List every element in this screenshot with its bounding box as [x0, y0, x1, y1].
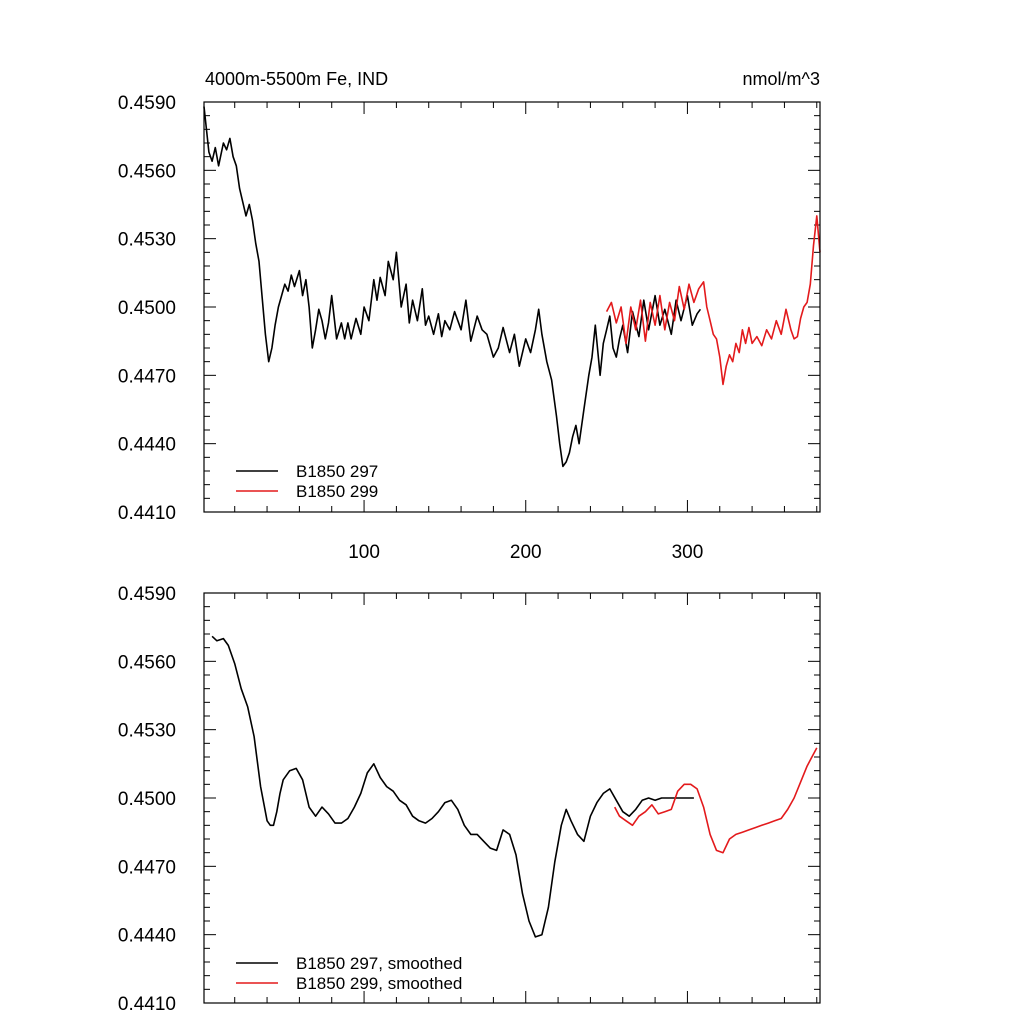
legend-label-b1850-297: B1850 297: [296, 462, 378, 481]
top-series-line-1: [605, 215, 821, 386]
top-ytick-label-4: 0.4470: [118, 366, 176, 387]
bottom-ytick-label-0: 0.4590: [118, 584, 176, 605]
top-xtick-label-1: 200: [510, 542, 542, 563]
top-panel-title: 4000m-5500m Fe, IND: [205, 69, 388, 89]
bottom-panel: 0.4590 0.4560 0.4530 0.4500 0.4470 0.4440 0.44…: [118, 584, 821, 1015]
bottom-panel-legend: B1850 297, smoothed B1850 299, smoothed: [236, 954, 462, 993]
top-panel-x-tick-labels: 100 200 300: [348, 542, 703, 563]
top-panel: 4000m-5500m Fe, IND nmol/m^3 0.4590 0.456…: [118, 69, 821, 563]
bottom-series-line-1: [613, 747, 818, 854]
bottom-panel-y-tick-labels: 0.4590 0.4560 0.4530 0.4500 0.4470 0.4440 0.44…: [118, 584, 176, 1015]
bottom-ytick-label-1: 0.4560: [118, 652, 176, 673]
top-ytick-label-6: 0.4410: [118, 503, 176, 524]
top-xtick-label-2: 300: [672, 542, 704, 563]
bottom-ytick-label-4: 0.4470: [118, 857, 176, 878]
top-ytick-label-5: 0.4440: [118, 435, 176, 456]
bottom-panel-frame: [203, 592, 821, 1004]
bottom-ytick-label-6: 0.4410: [118, 994, 176, 1015]
top-panel-ticks: [204, 101, 820, 513]
bottom-ytick-label-2: 0.4530: [118, 721, 176, 742]
top-panel-series: [203, 106, 821, 468]
top-series-line-0: [203, 106, 702, 468]
legend-label-b1850-299: B1850 299: [296, 482, 378, 501]
top-ytick-label-1: 0.4560: [118, 161, 176, 182]
bottom-ytick-label-3: 0.4500: [118, 789, 176, 810]
top-panel-legend: B1850 297 B1850 299: [236, 462, 378, 501]
top-panel-y-tick-labels: 0.4590 0.4560 0.4530 0.4500 0.4470 0.4440 0.44…: [118, 93, 176, 524]
legend-label-b1850-299-smoothed: B1850 299, smoothed: [296, 974, 462, 993]
top-panel-frame: [203, 101, 821, 513]
top-ytick-label-0: 0.4590: [118, 93, 176, 114]
bottom-series-line-0: [211, 635, 694, 938]
bottom-panel-series: [211, 635, 818, 938]
top-ytick-label-2: 0.4530: [118, 230, 176, 251]
top-panel-units: nmol/m^3: [743, 69, 820, 89]
legend-label-b1850-297-smoothed: B1850 297, smoothed: [296, 954, 462, 973]
bottom-panel-ticks: [204, 592, 820, 1004]
bottom-ytick-label-5: 0.4440: [118, 926, 176, 947]
top-ytick-label-3: 0.4500: [118, 298, 176, 319]
top-xtick-label-0: 100: [348, 542, 380, 563]
